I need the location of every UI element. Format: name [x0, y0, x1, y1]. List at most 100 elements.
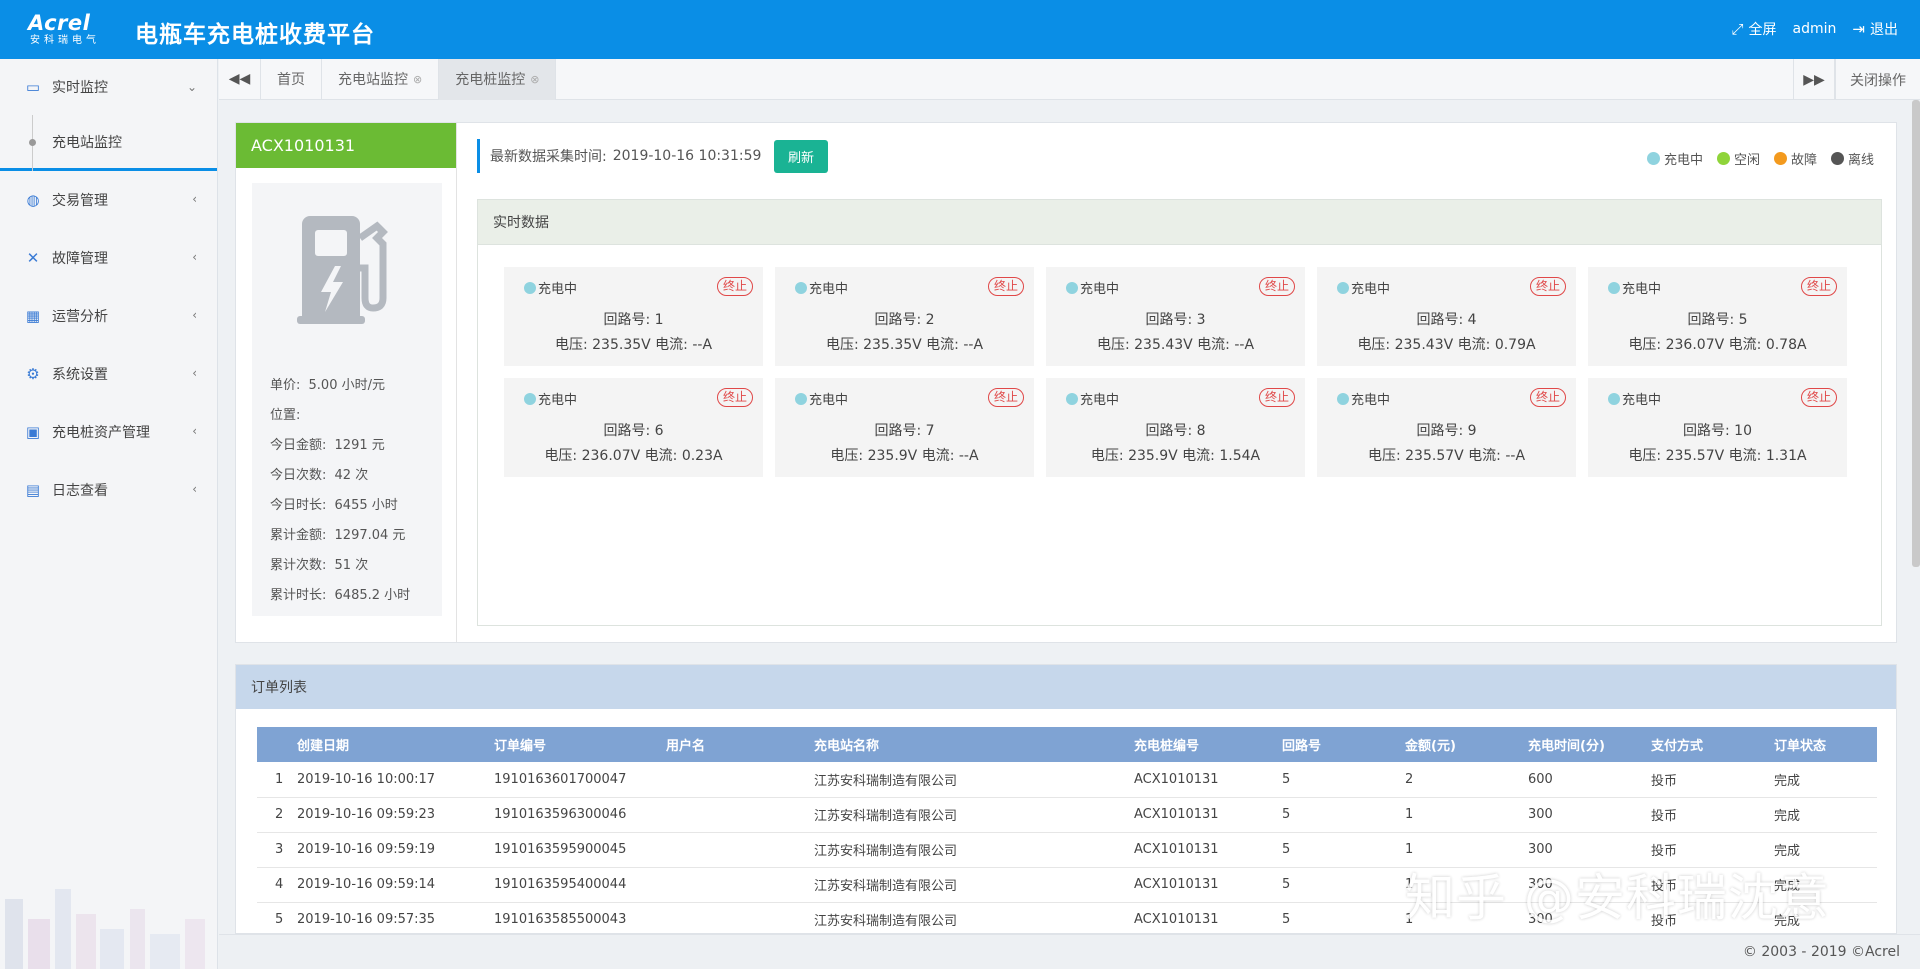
voltage-label: 电压:	[825, 337, 859, 353]
current-label: 电流:	[1728, 337, 1762, 353]
stop-button[interactable]: 终止	[716, 277, 753, 296]
column-header[interactable]: 金额(元)	[1405, 727, 1528, 762]
loop-number: 3	[1196, 312, 1206, 328]
current-label: 电流:	[1182, 448, 1215, 464]
table-cell: 1	[1405, 832, 1528, 868]
tab-station-monitor[interactable]: 充电站监控 ⊗	[322, 58, 440, 100]
column-header[interactable]	[257, 727, 297, 762]
tab-scroll-right-button[interactable]: ▶▶	[1793, 59, 1835, 100]
table-cell: 2019-10-16 09:59:23	[297, 797, 494, 833]
table-row[interactable]: 5 2019-10-16 09:57:35 1910163585500043 江苏安科…	[257, 902, 1877, 933]
fullscreen-button[interactable]: ⤢ 全屏	[1732, 19, 1777, 39]
tree-dot	[29, 139, 36, 146]
table-row[interactable]: 3 2019-10-16 09:59:19 1910163595900045 江苏安科…	[257, 832, 1877, 868]
legend-item-fault: 故障	[1773, 149, 1817, 168]
close-operations-button[interactable]: 关闭操作	[1835, 59, 1920, 100]
close-icon[interactable]: ⊗	[530, 72, 540, 86]
stop-button[interactable]: 终止	[1529, 388, 1566, 407]
table-row[interactable]: 2 2019-10-16 09:59:23 1910163596300046 江苏安科…	[257, 797, 1877, 833]
order-list-panel: 订单列表 创建日期 订单编号 用户名 充电站名称 充电桩编号 回路号 金额(元) 充电时间(分…	[235, 664, 1897, 934]
sidebar-item-trade[interactable]: ◍ 交易管理 ‹	[0, 171, 217, 229]
table-cell: 600	[1528, 762, 1651, 798]
column-header[interactable]: 充电时间(分)	[1528, 727, 1651, 762]
today-count-value: 42 次	[334, 468, 369, 483]
column-header[interactable]: 创建日期	[297, 727, 494, 762]
table-cell: 投币	[1651, 902, 1774, 933]
voltage-value: 235.57V	[1665, 448, 1725, 464]
status-label: 充电中	[1080, 393, 1120, 408]
loop-number: 7	[925, 423, 935, 439]
charging-status: 充电中	[1066, 389, 1119, 408]
today-amount-label: 今日金额:	[270, 438, 327, 453]
table-cell: 完成	[1774, 902, 1877, 933]
table-cell: 投币	[1651, 797, 1774, 833]
page-scrollbar[interactable]	[1912, 100, 1920, 567]
sidebar-item-label: 日志查看	[52, 483, 108, 499]
sidebar-item-assets[interactable]: ▣ 充电桩资产管理 ‹	[0, 403, 217, 461]
table-cell: 1	[1405, 797, 1528, 833]
circuit-card: 充电中 终止 回路号: 5 电压: 236.07V 电流: 0.78A	[1588, 267, 1847, 366]
stop-button[interactable]: 终止	[1529, 277, 1566, 296]
voltage-current-info: 电压: 235.35V 电流: --A	[504, 334, 763, 354]
charging-pile-icon	[297, 216, 388, 324]
status-label: 充电中	[1080, 282, 1120, 297]
status-ball-icon	[1066, 281, 1078, 294]
voltage-value: 236.07V	[581, 448, 641, 464]
user-menu[interactable]: admin	[1793, 21, 1837, 37]
legend-label: 空闲	[1733, 153, 1760, 168]
table-cell: 完成	[1774, 867, 1877, 903]
table-cell: 江苏安科瑞制造有限公司	[814, 797, 1134, 833]
column-header[interactable]: 用户名	[666, 727, 814, 762]
column-header[interactable]: 支付方式	[1651, 727, 1774, 762]
tab-scroll-left-button[interactable]: ◀◀	[219, 58, 261, 100]
realtime-data-title: 实时数据	[478, 200, 1881, 245]
sidebar-item-realtime[interactable]: ▭ 实时监控 ⌄	[0, 59, 217, 115]
sidebar-item-analysis[interactable]: ▦ 运营分析 ‹	[0, 287, 217, 345]
table-row[interactable]: 4 2019-10-16 09:59:14 1910163595400044 江苏安科…	[257, 867, 1877, 903]
circuit-card: 充电中 终止 回路号: 10 电压: 235.57V 电流: 1.31A	[1588, 378, 1847, 477]
table-cell: 300	[1528, 902, 1651, 933]
logo-subtext: 安科瑞电气	[30, 35, 100, 46]
sidebar-item-settings[interactable]: ⚙ 系统设置 ‹	[0, 345, 217, 403]
refresh-button[interactable]: 刷新	[774, 140, 828, 173]
fullscreen-label: 全屏	[1748, 22, 1777, 38]
table-cell	[666, 832, 814, 868]
stop-button[interactable]: 终止	[716, 388, 753, 407]
loop-info: 回路号: 10	[1588, 420, 1847, 440]
column-header[interactable]: 回路号	[1282, 727, 1405, 762]
stop-button[interactable]: 终止	[1800, 277, 1837, 296]
logout-button[interactable]: ⇥ 退出	[1852, 19, 1898, 39]
column-header[interactable]: 充电桩编号	[1134, 727, 1282, 762]
stop-button[interactable]: 终止	[987, 388, 1024, 407]
voltage-current-info: 电压: 236.07V 电流: 0.23A	[504, 445, 763, 465]
tab-home[interactable]: 首页	[261, 58, 322, 100]
stop-button[interactable]: 终止	[987, 277, 1024, 296]
column-header[interactable]: 充电站名称	[814, 727, 1134, 762]
tab-pile-monitor[interactable]: 充电桩监控 ⊗	[439, 58, 557, 100]
table-cell: 完成	[1774, 797, 1877, 833]
stop-button[interactable]: 终止	[1258, 388, 1295, 407]
loop-info: 回路号: 6	[504, 420, 763, 440]
column-header[interactable]: 订单状态	[1774, 727, 1877, 762]
sidebar-item-logs[interactable]: ▤ 日志查看 ‹	[0, 461, 217, 519]
voltage-value: 236.07V	[1665, 337, 1725, 353]
table-cell	[666, 902, 814, 933]
table-cell: 1910163596300046	[494, 797, 666, 833]
voltage-label: 电压:	[1628, 448, 1662, 464]
table-cell: 2019-10-16 09:59:14	[297, 867, 494, 903]
column-header[interactable]: 订单编号	[494, 727, 666, 762]
table-row[interactable]: 1 2019-10-16 10:00:17 1910163601700047 江苏安科…	[257, 762, 1877, 798]
voltage-current-info: 电压: 235.43V 电流: 0.79A	[1317, 334, 1576, 354]
table-cell: 5	[1282, 797, 1405, 833]
voltage-value: 235.35V	[863, 337, 922, 353]
sidebar-item-fault[interactable]: ✕ 故障管理 ‹	[0, 229, 217, 287]
stop-button[interactable]: 终止	[1800, 388, 1837, 407]
status-ball-icon	[1337, 392, 1349, 405]
voltage-current-info: 电压: 235.57V 电流: --A	[1317, 445, 1576, 465]
close-icon[interactable]: ⊗	[413, 72, 423, 86]
stop-button[interactable]: 终止	[1258, 277, 1295, 296]
circuit-card: 充电中 终止 回路号: 3 电压: 235.43V 电流: --A	[1046, 267, 1305, 366]
status-ball-icon	[524, 392, 536, 405]
sidebar-subitem-station-monitor[interactable]: 充电站监控	[0, 115, 217, 171]
pile-monitor-panel: ACX1010131 单价: 5.00 小时/元 位置: 今日金额: 1291 …	[235, 122, 1897, 643]
